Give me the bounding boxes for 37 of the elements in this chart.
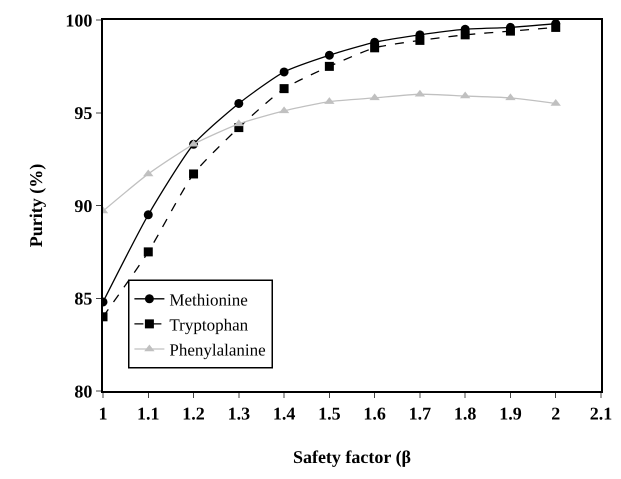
point xyxy=(550,98,561,106)
x-tick-label: 1.7 xyxy=(408,404,432,424)
x-tick-label: 2.1 xyxy=(590,404,612,424)
x-axis-title: Safety factor (β xyxy=(292,447,412,468)
y-tick-label: 80 xyxy=(74,381,92,402)
point xyxy=(189,169,198,178)
point xyxy=(506,26,515,36)
x-tick-label: 1.8 xyxy=(454,404,476,424)
point xyxy=(280,84,289,94)
point xyxy=(551,22,560,32)
point xyxy=(144,247,153,256)
point xyxy=(460,30,470,40)
point xyxy=(370,43,380,52)
point xyxy=(415,36,424,45)
legend-label: Tryptophan xyxy=(169,316,249,335)
legend-label: Phenylalanine xyxy=(169,340,266,360)
x-tick-label: 2 xyxy=(551,404,560,424)
y-tick-label: 100 xyxy=(65,10,92,30)
y-tick-label: 85 xyxy=(74,288,92,309)
point xyxy=(324,50,334,60)
point xyxy=(234,98,244,108)
x-tick-label: 1.6 xyxy=(363,404,386,424)
x-tick-label: 1.1 xyxy=(137,404,160,424)
point xyxy=(324,62,334,71)
point xyxy=(280,67,289,76)
x-tick-label: 1.9 xyxy=(499,404,522,424)
x-tick-label: 1.4 xyxy=(272,404,296,424)
point xyxy=(144,210,153,220)
y-axis-title: Purity (%) xyxy=(26,164,46,248)
x-tick-label: 1.3 xyxy=(228,404,250,424)
x-tick-label: 1.2 xyxy=(182,404,205,424)
y-tick-label: 90 xyxy=(74,196,92,216)
x-tick-label: 1.5 xyxy=(318,404,341,424)
x-tick-label: 1 xyxy=(98,404,108,424)
y-tick-label: 95 xyxy=(74,103,92,124)
point xyxy=(143,169,154,176)
legend-label: Methionine xyxy=(169,290,248,310)
